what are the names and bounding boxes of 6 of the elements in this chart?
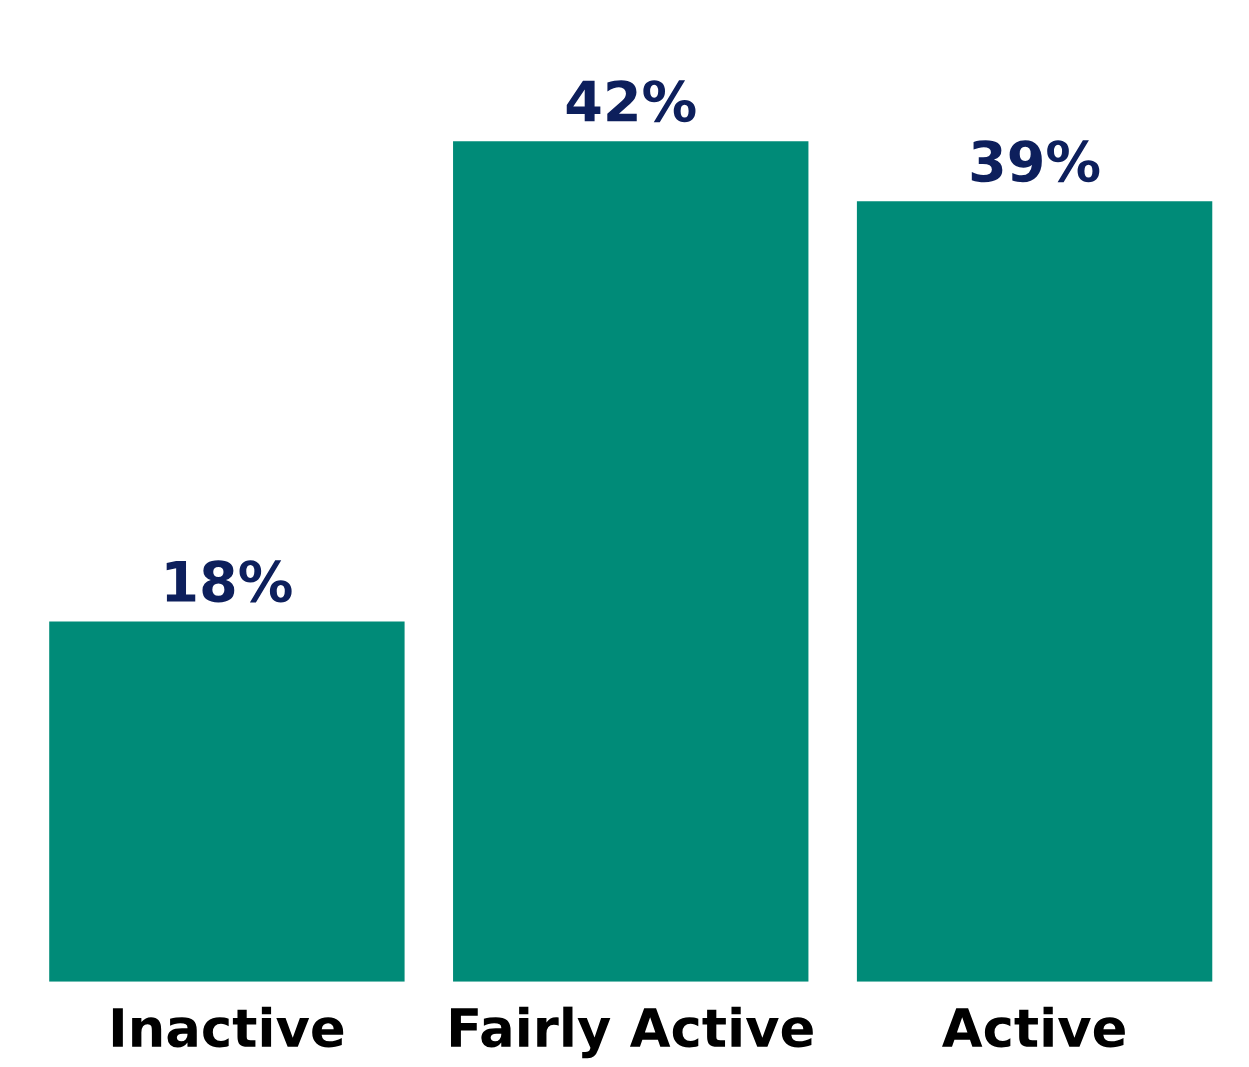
data-label: 39% [971,140,1100,183]
x-tick-label: Active [942,1006,1125,1048]
data-label: 18% [166,560,292,603]
x-tick-label: Inactive [112,1006,344,1048]
x-tick-label: Fairly Active [450,1006,813,1059]
data-label: 42% [566,80,696,123]
